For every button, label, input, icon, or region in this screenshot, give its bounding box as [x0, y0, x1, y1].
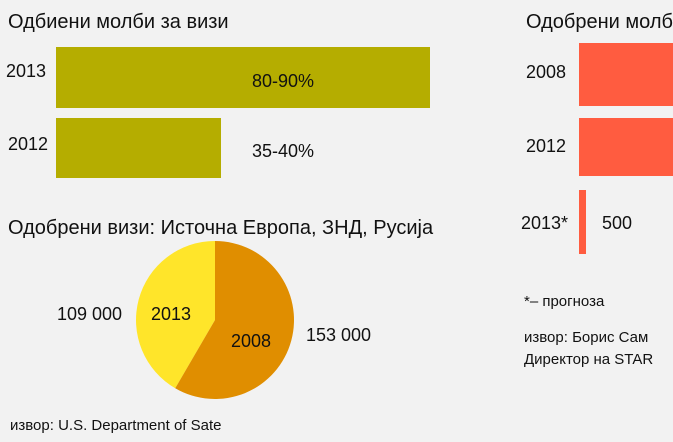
- forecast-note: *– прогноза: [524, 293, 605, 310]
- approved-visas-category-2008: 2008: [526, 62, 567, 82]
- approved-visas-value-2013-forecast: 500: [602, 213, 633, 233]
- rejected-visas-title: Одбиени молби за визи: [8, 11, 229, 33]
- pie-slice-2008: [175, 241, 295, 400]
- source-note-right-line-2: Директор на STAR: [524, 351, 654, 368]
- approved-visas-title: Одобрени молб: [526, 11, 673, 33]
- pie-value-label-2013: 109 000: [57, 304, 123, 324]
- rejected-visas-category-2012: 2012: [8, 134, 49, 154]
- approved-visas-pie-title: Одобрени визи: Источна Европа, ЗНД, Руси…: [8, 217, 434, 239]
- rejected-visas-value-2013: 80-90%: [252, 71, 315, 91]
- rejected-visas-bar-2013: [56, 47, 430, 108]
- pie-value-label-2008: 153 000: [306, 325, 372, 345]
- approved-visas-category-2013-forecast: 2013*: [521, 213, 569, 233]
- source-note-left: извор: U.S. Department of Sate: [10, 417, 222, 434]
- pie-slice-label-2013: 2013: [151, 304, 192, 324]
- pie-slice-label-2008: 2008: [231, 331, 272, 351]
- rejected-visas-bar-2012: [56, 118, 221, 178]
- approved-visas-category-2012: 2012: [526, 136, 567, 156]
- approved-visas-bar-2008: [579, 43, 673, 106]
- approved-visas-bar-2013-forecast: [579, 190, 586, 254]
- approved-visas-bar-2012: [579, 118, 673, 176]
- rejected-visas-category-2013: 2013: [6, 61, 47, 81]
- source-note-right-line-1: извор: Борис Сам: [524, 329, 649, 346]
- rejected-visas-value-2012: 35-40%: [252, 141, 315, 161]
- pie-slice-2013: [136, 241, 215, 389]
